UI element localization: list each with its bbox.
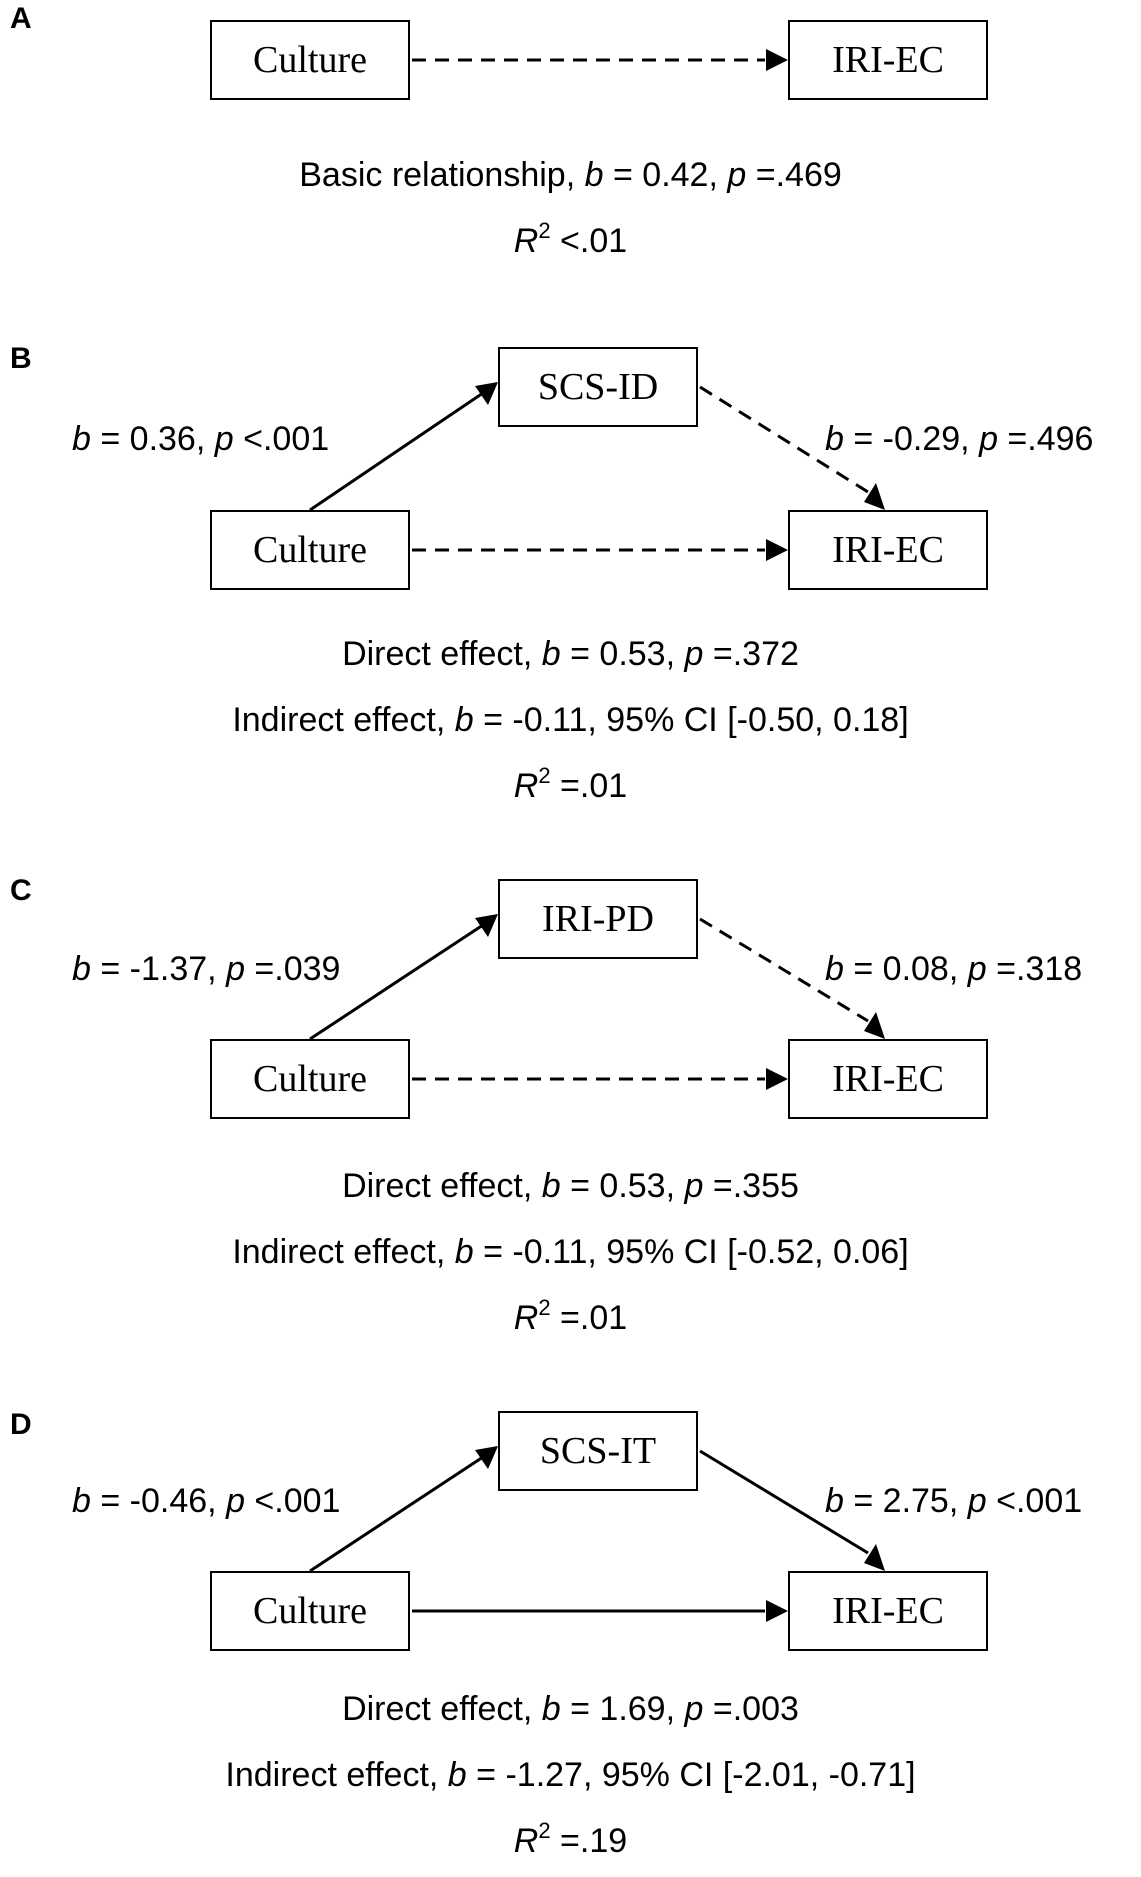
arrowhead xyxy=(766,49,788,71)
iri-ec-box: IRI-EC xyxy=(788,1039,988,1119)
indirect-effect-text: Indirect effect, b = -0.11, 95% CI [-0.5… xyxy=(232,1233,909,1271)
mediator-box: SCS-ID xyxy=(498,347,698,427)
b-path-label: b = -0.29, p =.496 xyxy=(825,420,1094,458)
culture-box: Culture xyxy=(210,1039,410,1119)
arrowhead xyxy=(475,914,498,937)
r-squared-text: R2 <.01 xyxy=(513,218,628,261)
direct-effect-text: Direct effect, b = 0.53, p =.372 xyxy=(342,635,799,673)
b-path-arrow xyxy=(699,1449,869,1555)
culture-box: Culture xyxy=(210,1571,410,1651)
iri-ec-box: IRI-EC xyxy=(788,1571,988,1651)
r-squared-text: R2 =.01 xyxy=(513,1295,628,1338)
a-path-arrow xyxy=(309,1455,484,1573)
b-path-arrow xyxy=(699,917,869,1023)
culture-box: Culture xyxy=(210,510,410,590)
arrowhead xyxy=(475,382,498,405)
arrowhead xyxy=(766,1600,788,1622)
arrowhead xyxy=(475,1446,498,1469)
direct-effect-text: Direct effect, b = 0.53, p =.355 xyxy=(342,1167,799,1205)
panel-letter: A xyxy=(10,2,32,35)
panel-a-arrows xyxy=(412,49,788,71)
panel-letter: C xyxy=(10,874,32,907)
panel-letter: D xyxy=(10,1408,32,1441)
iri-ec-box: IRI-EC xyxy=(788,20,988,100)
panel-d-arrows xyxy=(309,1446,885,1622)
arrowhead xyxy=(864,483,885,510)
a-path-arrow xyxy=(309,923,484,1041)
arrowhead xyxy=(864,1012,885,1039)
r-squared-text: R2 =.01 xyxy=(513,763,628,806)
iri-ec-box: IRI-EC xyxy=(788,510,988,590)
b-path-label: b = 2.75, p <.001 xyxy=(825,1482,1083,1520)
arrowhead xyxy=(766,1068,788,1090)
indirect-effect-text: Indirect effect, b = -0.11, 95% CI [-0.5… xyxy=(232,701,909,739)
b-path-label: b = 0.08, p =.318 xyxy=(825,950,1083,988)
a-path-label: b = -0.46, p <.001 xyxy=(72,1482,341,1520)
basic-relationship-text: Basic relationship, b = 0.42, p =.469 xyxy=(299,156,842,194)
arrowhead xyxy=(766,539,788,561)
culture-box: Culture xyxy=(210,20,410,100)
b-path-arrow xyxy=(699,385,869,494)
a-path-arrow xyxy=(309,391,484,512)
mediator-box: SCS-IT xyxy=(498,1411,698,1491)
mediator-box: IRI-PD xyxy=(498,879,698,959)
r-squared-text: R2 =.19 xyxy=(513,1818,628,1861)
a-path-label: b = 0.36, p <.001 xyxy=(72,420,330,458)
indirect-effect-text: Indirect effect, b = -1.27, 95% CI [-2.0… xyxy=(225,1756,916,1794)
a-path-label: b = -1.37, p =.039 xyxy=(72,950,341,988)
panel-c-arrows xyxy=(309,914,885,1090)
panel-letter: B xyxy=(10,342,32,375)
direct-effect-text: Direct effect, b = 1.69, p =.003 xyxy=(342,1690,799,1728)
panel-b-arrows xyxy=(309,382,885,561)
arrowhead xyxy=(864,1544,885,1571)
